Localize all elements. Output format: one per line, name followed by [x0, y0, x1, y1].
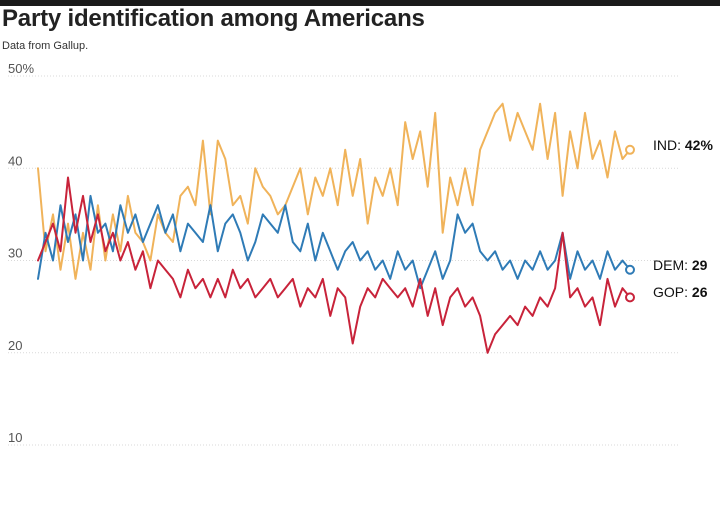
dem-label-name: DEM:: [653, 257, 692, 273]
dem-label-value: 29: [692, 257, 708, 273]
gridlines: [8, 75, 680, 446]
dem-series-line: [37, 194, 631, 290]
gop-end-marker: [625, 292, 635, 303]
top-bar: [0, 0, 720, 6]
ind-end-label: IND: 42%: [653, 137, 713, 153]
y-tick-label: 30: [8, 246, 22, 261]
chart-subtitle: Data from Gallup.: [2, 40, 89, 52]
y-tick-label: 50%: [8, 61, 34, 76]
gop-series-line: [37, 176, 631, 354]
ind-series-line: [37, 102, 631, 280]
series-lines: [37, 102, 635, 354]
dem-end-label: DEM: 29: [653, 257, 708, 273]
y-axis-ticks: 50% 40 30 20 10: [8, 61, 34, 445]
gop-label-value: 26: [692, 284, 708, 300]
chart-title: Party identification among Americans: [2, 5, 425, 32]
gop-label-name: GOP:: [653, 284, 692, 300]
y-tick-label: 40: [8, 153, 22, 168]
gop-end-label: GOP: 26: [653, 284, 708, 300]
y-tick-label: 10: [8, 430, 22, 445]
ind-end-marker: [625, 144, 635, 155]
y-tick-label: 20: [8, 338, 22, 353]
dem-end-marker: [625, 264, 635, 275]
ind-label-name: IND:: [653, 137, 685, 153]
ind-label-value: 42%: [685, 137, 714, 153]
